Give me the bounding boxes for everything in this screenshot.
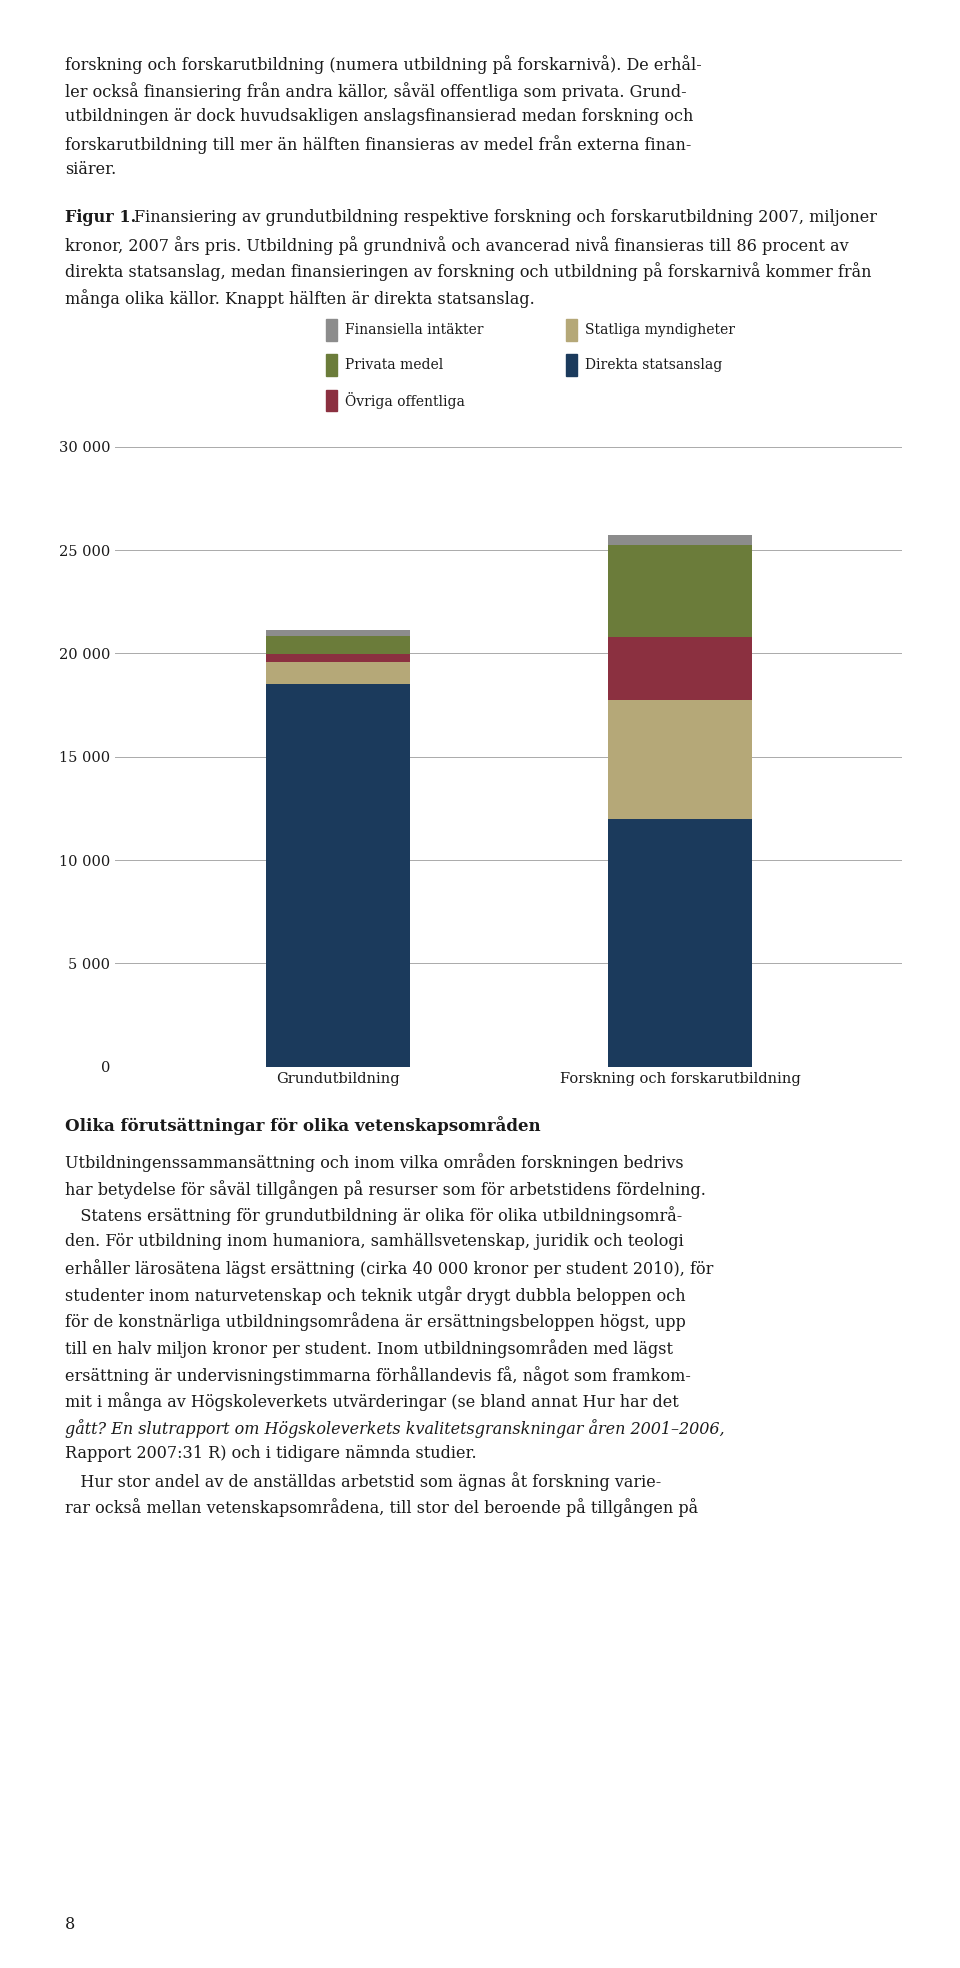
Bar: [608, 535, 752, 545]
Text: kronor, 2007 års pris. Utbildning på grundnivå och avancerad nivå finansieras ti: kronor, 2007 års pris. Utbildning på gru…: [65, 236, 849, 254]
Text: ler också finansiering från andra källor, såväl offentliga som privata. Grund-: ler också finansiering från andra källor…: [65, 81, 687, 100]
Bar: [266, 661, 410, 685]
Bar: [266, 685, 410, 1067]
Text: ersättning är undervisningstimmarna förhållandevis få, något som framkom-: ersättning är undervisningstimmarna förh…: [65, 1366, 691, 1385]
Bar: [266, 653, 410, 661]
Text: Rapport 2007:31 R) och i tidigare nämnda studier.: Rapport 2007:31 R) och i tidigare nämnda…: [65, 1445, 477, 1462]
Text: har betydelse för såväl tillgången på resurser som för arbetstidens fördelning.: har betydelse för såväl tillgången på re…: [65, 1179, 707, 1199]
Text: Figur 1.: Figur 1.: [65, 209, 136, 226]
Text: Statliga myndigheter: Statliga myndigheter: [585, 323, 734, 337]
Text: forskning och forskarutbildning (numera utbildning på forskarnivå). De erhål-: forskning och forskarutbildning (numera …: [65, 55, 702, 75]
Bar: [266, 630, 410, 636]
Text: Utbildningenssammansättning och inom vilka områden forskningen bedrivs: Utbildningenssammansättning och inom vil…: [65, 1153, 684, 1173]
Text: för de konstnärliga utbildningsområdena är ersättningsbeloppen högst, upp: för de konstnärliga utbildningsområdena …: [65, 1313, 686, 1332]
Text: Övriga offentliga: Övriga offentliga: [345, 392, 465, 409]
Text: Olika förutsättningar för olika vetenskapsområden: Olika förutsättningar för olika vetenska…: [65, 1116, 540, 1136]
Text: Hur stor andel av de anställdas arbetstid som ägnas åt forskning varie-: Hur stor andel av de anställdas arbetsti…: [65, 1472, 661, 1492]
Text: siärer.: siärer.: [65, 161, 116, 179]
Bar: [608, 701, 752, 819]
Text: direkta statsanslag, medan finansieringen av forskning och utbildning på forskar: direkta statsanslag, medan finansieringe…: [65, 262, 872, 281]
Text: erhåller lärosätena lägst ersättning (cirka 40 000 kronor per student 2010), för: erhåller lärosätena lägst ersättning (ci…: [65, 1260, 713, 1279]
Bar: [608, 819, 752, 1067]
Text: mit i många av Högskoleverkets utvärderingar (se bland annat Hur har det: mit i många av Högskoleverkets utvärderi…: [65, 1391, 679, 1411]
Text: Direkta statsanslag: Direkta statsanslag: [585, 358, 722, 372]
Text: den. För utbildning inom humaniora, samhällsvetenskap, juridik och teologi: den. För utbildning inom humaniora, samh…: [65, 1232, 684, 1250]
Text: Statens ersättning för grundutbildning är olika för olika utbildningsområ-: Statens ersättning för grundutbildning ä…: [65, 1206, 683, 1226]
Bar: [608, 545, 752, 638]
Text: studenter inom naturvetenskap och teknik utgår drygt dubbla beloppen och: studenter inom naturvetenskap och teknik…: [65, 1285, 685, 1305]
Bar: [266, 636, 410, 653]
Text: utbildningen är dock huvudsakligen anslagsfinansierad medan forskning och: utbildningen är dock huvudsakligen ansla…: [65, 108, 694, 126]
Text: Privata medel: Privata medel: [345, 358, 443, 372]
Bar: [608, 638, 752, 701]
Text: gått? En slutrapport om Högskoleverkets kvalitetsgranskningar åren 2001–2006,: gått? En slutrapport om Högskoleverkets …: [65, 1419, 725, 1439]
Text: till en halv miljon kronor per student. Inom utbildningsområden med lägst: till en halv miljon kronor per student. …: [65, 1338, 673, 1358]
Text: Finansiella intäkter: Finansiella intäkter: [345, 323, 483, 337]
Text: rar också mellan vetenskapsområdena, till stor del beroende på tillgången på: rar också mellan vetenskapsområdena, til…: [65, 1498, 699, 1517]
Text: många olika källor. Knappt hälften är direkta statsanslag.: många olika källor. Knappt hälften är di…: [65, 289, 535, 307]
Text: Finansiering av grundutbildning respektive forskning och forskarutbildning 2007,: Finansiering av grundutbildning respekti…: [134, 209, 877, 226]
Text: forskarutbildning till mer än hälften finansieras av medel från externa finan-: forskarutbildning till mer än hälften fi…: [65, 134, 691, 154]
Text: 8: 8: [65, 1915, 76, 1933]
